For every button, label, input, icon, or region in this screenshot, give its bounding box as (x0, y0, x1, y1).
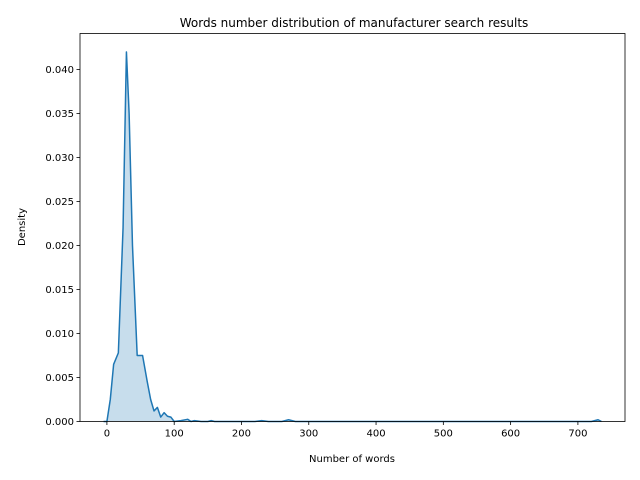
chart-title: Words number distribution of manufacture… (180, 16, 529, 30)
x-axis: 0 100 200 300 400 500 600 700 (104, 421, 587, 440)
y-tick-label: 0.025 (45, 197, 74, 208)
plot-area (103, 51, 602, 423)
x-tick-label: 0 (104, 429, 110, 440)
x-tick-label: 100 (165, 429, 184, 440)
x-tick-label: 300 (299, 429, 318, 440)
x-tick-label: 600 (501, 429, 520, 440)
x-axis-label: Number of words (309, 454, 395, 465)
x-tick-label: 500 (434, 429, 453, 440)
y-tick-label: 0.010 (45, 329, 74, 340)
y-tick-label: 0.035 (45, 109, 74, 120)
density-fill-0 (103, 51, 602, 422)
plot-frame (79, 33, 626, 422)
y-tick-label: 0.020 (45, 241, 74, 252)
x-tick-label: 200 (232, 429, 251, 440)
y-tick-label: 0.040 (45, 65, 74, 76)
density-line-0 (103, 51, 602, 423)
y-axis: 0.000 0.005 0.010 0.015 0.020 0.025 0.030 0.035… (45, 65, 80, 428)
y-axis-label: Density (17, 208, 28, 246)
x-tick-label: 700 (568, 429, 587, 440)
x-tick-label: 400 (367, 429, 386, 440)
y-tick-label: 0.030 (45, 153, 74, 164)
y-tick-label: 0.015 (45, 285, 74, 296)
y-tick-label: 0.000 (45, 417, 74, 428)
y-tick-label: 0.005 (45, 373, 74, 384)
